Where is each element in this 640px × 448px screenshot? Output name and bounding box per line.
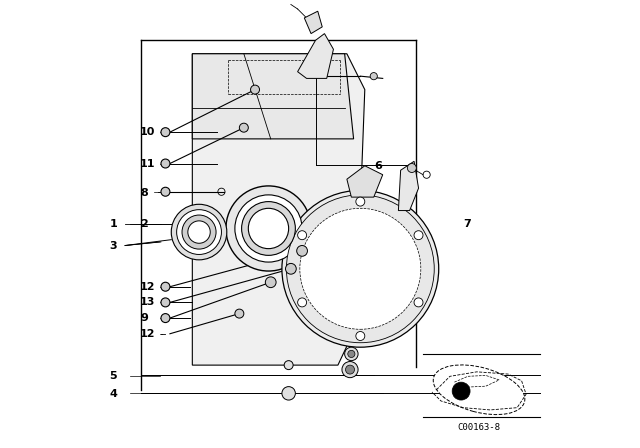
Circle shape — [282, 387, 296, 400]
Circle shape — [300, 208, 421, 329]
Circle shape — [248, 208, 289, 249]
Text: 12: 12 — [140, 329, 156, 339]
Circle shape — [370, 73, 378, 80]
Polygon shape — [298, 34, 333, 78]
Circle shape — [346, 365, 355, 374]
Text: 11: 11 — [140, 159, 156, 168]
Circle shape — [251, 85, 260, 94]
Circle shape — [188, 221, 210, 243]
Text: 9: 9 — [140, 313, 148, 323]
Circle shape — [297, 246, 307, 256]
Circle shape — [414, 298, 423, 307]
Circle shape — [344, 347, 358, 361]
Circle shape — [282, 190, 439, 347]
Circle shape — [348, 350, 355, 358]
Text: 8: 8 — [140, 188, 148, 198]
Text: L: L — [285, 259, 292, 269]
Circle shape — [342, 362, 358, 378]
Circle shape — [235, 195, 302, 262]
Text: 10: 10 — [140, 127, 156, 137]
Circle shape — [285, 263, 296, 274]
Polygon shape — [347, 166, 383, 197]
Circle shape — [161, 282, 170, 291]
Text: C00163-8: C00163-8 — [458, 423, 500, 432]
Polygon shape — [192, 54, 353, 139]
Circle shape — [298, 298, 307, 307]
Circle shape — [356, 332, 365, 340]
Text: 3: 3 — [109, 241, 117, 250]
Circle shape — [242, 202, 296, 255]
Text: 4: 4 — [109, 389, 117, 399]
Circle shape — [161, 159, 170, 168]
Circle shape — [161, 298, 170, 307]
Circle shape — [284, 361, 293, 370]
Circle shape — [172, 204, 227, 260]
Circle shape — [287, 195, 435, 343]
Polygon shape — [398, 161, 419, 211]
Circle shape — [414, 231, 423, 240]
Circle shape — [161, 314, 170, 323]
Circle shape — [177, 210, 221, 254]
Polygon shape — [192, 54, 365, 365]
Circle shape — [452, 382, 470, 400]
Text: 7: 7 — [463, 219, 471, 229]
Polygon shape — [305, 11, 323, 34]
Text: 2: 2 — [140, 219, 148, 229]
Circle shape — [356, 197, 365, 206]
Text: 13: 13 — [140, 297, 156, 307]
Circle shape — [266, 277, 276, 288]
Circle shape — [226, 186, 311, 271]
Text: 5: 5 — [109, 371, 117, 381]
Text: 1: 1 — [109, 219, 117, 229]
Circle shape — [235, 309, 244, 318]
Circle shape — [182, 215, 216, 249]
Circle shape — [239, 123, 248, 132]
Circle shape — [298, 231, 307, 240]
Text: 6: 6 — [374, 161, 381, 171]
Circle shape — [407, 164, 417, 172]
Circle shape — [161, 187, 170, 196]
Text: 12: 12 — [140, 282, 156, 292]
Ellipse shape — [433, 365, 525, 414]
Circle shape — [161, 128, 170, 137]
